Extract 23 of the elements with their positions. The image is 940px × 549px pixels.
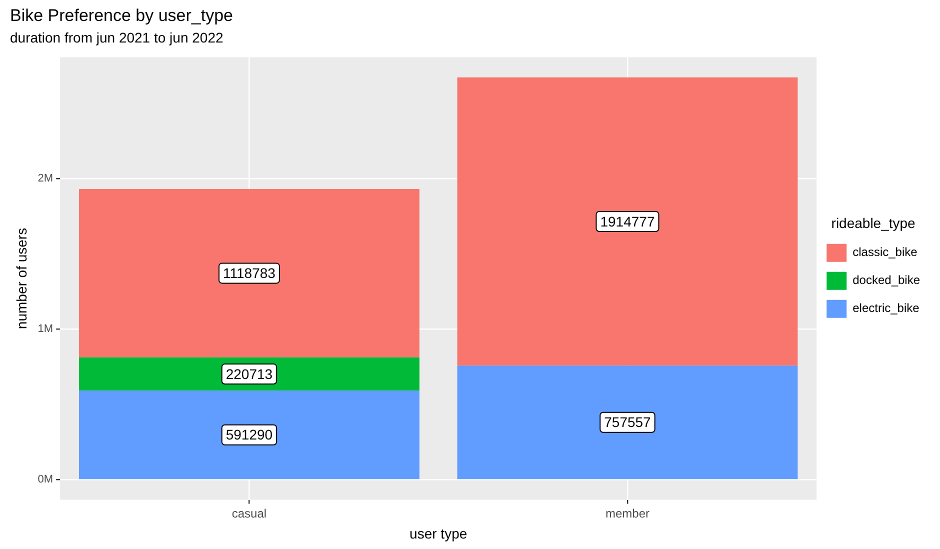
bar [457,366,798,480]
legend-label: classic_bike [852,245,918,260]
bar [78,188,420,358]
bar [78,390,420,480]
data-label: 1914777 [600,213,655,230]
legend-label: docked_bike [852,273,920,288]
bar [457,77,798,366]
y-tick-label: 0M [38,474,54,486]
data-label: 591290 [226,426,273,443]
y-tick-label: 1M [38,323,54,336]
legend-label: electric_bike [852,301,920,316]
data-label: 757557 [604,414,652,430]
x-tick-label: casual [232,506,267,520]
data-label: 220713 [226,366,273,382]
data-label: 1118783 [222,265,276,282]
chart-title: Bike Preference by user_type [10,6,234,25]
x-axis-title: user type [410,525,468,542]
x-tick-label: member [605,506,650,520]
chart-subtitle: duration from jun 2021 to jun 2022 [10,30,224,46]
y-axis-title: number of users [13,228,30,330]
bar [78,357,420,391]
y-tick-label: 2M [38,172,54,185]
legend-title: rideable_type [831,214,916,231]
